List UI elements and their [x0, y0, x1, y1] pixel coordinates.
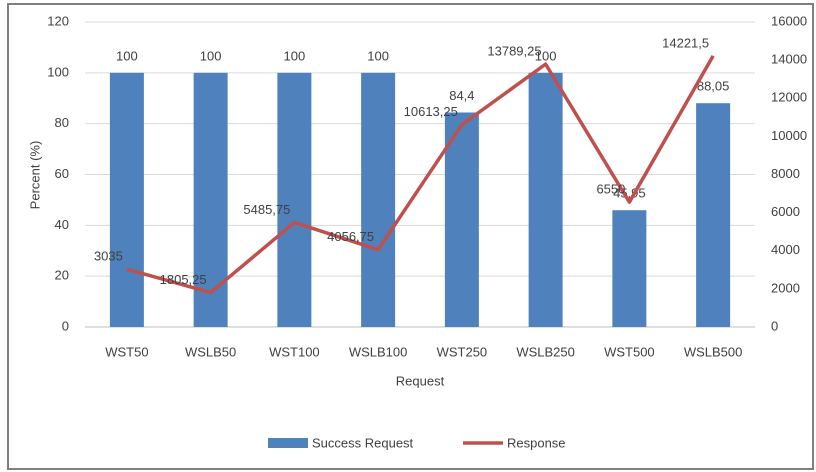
- x-tick-label: WST50: [105, 344, 148, 359]
- bar-value-label: 100: [200, 48, 222, 63]
- bar: [361, 72, 396, 327]
- x-tick-label: WST100: [269, 344, 320, 359]
- x-axis-title: Request: [396, 373, 445, 388]
- bar-value-label: 84,4: [449, 88, 474, 103]
- legend-label: Success Request: [312, 435, 414, 450]
- bar-value-label: 100: [284, 48, 306, 63]
- y2-tick-label: 8000: [771, 166, 800, 181]
- line-value-label: 6550: [596, 182, 625, 197]
- bar: [612, 210, 647, 327]
- bar: [277, 72, 312, 327]
- line-value-label: 3035: [94, 249, 123, 264]
- bar: [696, 103, 731, 327]
- x-tick-label: WSLB500: [684, 344, 743, 359]
- y2-tick-label: 2000: [771, 280, 800, 295]
- y-tick-label: 60: [55, 166, 69, 181]
- y2-tick-label: 14000: [771, 52, 807, 67]
- x-tick-label: WSLB250: [516, 344, 575, 359]
- bar-value-label: 100: [367, 48, 389, 63]
- line: [126, 55, 715, 295]
- line-value-label: 4056,75: [327, 229, 374, 244]
- x-tick-label: WST250: [437, 344, 488, 359]
- legend-swatch: [268, 438, 308, 448]
- y2-tick-label: 6000: [771, 204, 800, 219]
- bar-value-label: 100: [116, 48, 138, 63]
- line-value-label: 1805,25: [160, 272, 207, 287]
- y-tick-label: 20: [55, 268, 69, 283]
- y2-tick-label: 12000: [771, 90, 807, 105]
- x-tick-label: WSLB100: [349, 344, 408, 359]
- y2-tick-label: 10000: [771, 128, 807, 143]
- bar-value-label: 88,05: [697, 79, 730, 94]
- legend-label: Response: [507, 435, 566, 450]
- y-tick-label: 100: [47, 64, 69, 79]
- y-axis-title: Percent (%): [27, 141, 42, 210]
- line-value-label: 10613,25: [404, 104, 458, 119]
- bar: [109, 72, 144, 327]
- y-tick-label: 80: [55, 115, 69, 130]
- bar: [528, 72, 563, 327]
- y-tick-label: 40: [55, 217, 69, 232]
- x-tick-label: WSLB50: [185, 344, 236, 359]
- line-value-label: 5485,75: [243, 202, 290, 217]
- y2-tick-label: 4000: [771, 242, 800, 257]
- bar: [444, 112, 479, 327]
- line-value-label: 13789,25: [487, 44, 541, 59]
- line-value-label: 14221,5: [662, 35, 709, 50]
- x-tick-label: WST500: [604, 344, 655, 359]
- bar-value-label: 100: [535, 48, 557, 63]
- y2-tick-label: 16000: [771, 13, 807, 28]
- y-tick-label: 0: [62, 318, 69, 333]
- y-tick-label: 120: [47, 13, 69, 28]
- y2-tick-label: 0: [771, 318, 778, 333]
